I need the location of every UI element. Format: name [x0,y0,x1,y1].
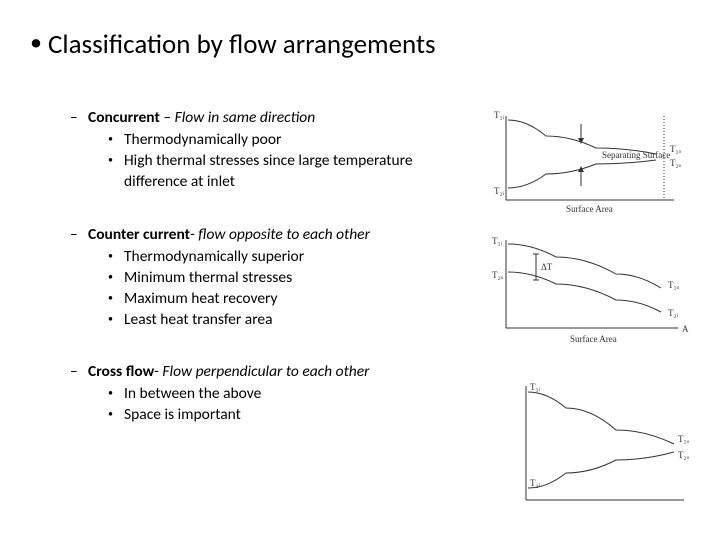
svg-text:T₂ₒ: T₂ₒ [678,450,690,460]
points-concurrent: Thermodynamically poor High thermal stre… [108,130,470,193]
list-item: Maximum heat recovery [108,289,470,310]
svg-text:Separating Surface: Separating Surface [602,150,670,160]
list-item: Least heat transfer area [108,310,470,331]
section-cross: Cross flow- Flow perpendicular to each o… [70,362,470,426]
content-column: Concurrent – Flow in same direction Ther… [70,108,470,458]
diagram-counter: ΔT T₁ᵢ T₂ₒ T₁ₒ T₂ᵢ Surface Area A [486,232,696,350]
section-head-cross: Cross flow- Flow perpendicular to each o… [70,362,470,381]
svg-text:T₂ᵢ: T₂ᵢ [668,308,679,318]
svg-text:T₁ₒ: T₁ₒ [668,280,680,290]
svg-text:A: A [682,324,689,334]
section-name: Cross flow [88,362,154,381]
list-item: Space is important [108,405,470,426]
svg-text:T₂ₒ: T₂ₒ [670,158,682,168]
diagram-cross: T₁ᵢ T₂ᵢ T₁ₒ T₂ₒ [506,380,696,510]
section-desc: Flow perpendicular to each other [162,362,369,381]
section-concurrent: Concurrent – Flow in same direction Ther… [70,108,470,193]
list-item: Minimum thermal stresses [108,268,470,289]
diagram-concurrent: T₁ᵢ T₂ᵢ T₁ₒ T₂ₒSeparating Surface Surface Ar… [486,108,696,218]
svg-text:T₁ₒ: T₁ₒ [678,434,690,444]
section-counter: Counter current- flow opposite to each o… [70,225,470,331]
list-item: In between the above [108,384,470,405]
section-head-counter: Counter current- flow opposite to each o… [70,225,470,244]
section-head-concurrent: Concurrent – Flow in same direction [70,108,470,127]
svg-text:T₂ᵢ: T₂ᵢ [530,478,541,488]
svg-text:T₁ᵢ: T₁ᵢ [530,382,541,392]
svg-text:T₁ₒ: T₁ₒ [670,144,682,154]
svg-text:ΔT: ΔT [541,262,553,272]
section-desc: flow opposite to each other [198,225,370,244]
title-text: Classification by flow arrangements [48,28,436,61]
points-cross: In between the above Space is important [108,384,470,426]
section-name: Counter current [88,225,190,244]
svg-text:Surface Area: Surface Area [566,204,613,214]
page-title: Classification by flow arrangements [30,28,436,61]
svg-text:T₁ᵢ: T₁ᵢ [494,110,505,120]
points-counter: Thermodynamically superior Minimum therm… [108,247,470,331]
list-item: Thermodynamically superior [108,247,470,268]
svg-text:T₂ₒ: T₂ₒ [492,270,504,280]
section-desc: Flow in same direction [175,108,316,127]
list-item: High thermal stresses since large temper… [108,151,470,193]
svg-text:T₂ᵢ: T₂ᵢ [494,186,505,196]
list-item: Thermodynamically poor [108,130,470,151]
svg-text:T₁ᵢ: T₁ᵢ [492,236,503,246]
section-name: Concurrent [88,108,160,127]
svg-text:Surface Area: Surface Area [570,334,617,344]
